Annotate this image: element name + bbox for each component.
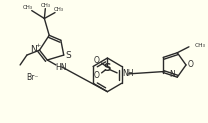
Text: CH₃: CH₃ <box>23 5 33 10</box>
Text: HN: HN <box>55 63 67 72</box>
Text: CH₃: CH₃ <box>54 7 64 12</box>
Text: O: O <box>188 61 194 69</box>
Text: O: O <box>94 55 100 65</box>
Text: S: S <box>66 51 72 60</box>
Text: N: N <box>30 45 37 54</box>
Text: NH: NH <box>122 69 134 78</box>
Text: S: S <box>104 63 111 73</box>
Text: O: O <box>94 71 100 80</box>
Text: CH₃: CH₃ <box>40 3 50 8</box>
Text: N: N <box>170 70 175 79</box>
Text: CH₃: CH₃ <box>195 43 206 48</box>
Text: Br⁻: Br⁻ <box>27 73 39 82</box>
Text: +: + <box>35 43 40 48</box>
